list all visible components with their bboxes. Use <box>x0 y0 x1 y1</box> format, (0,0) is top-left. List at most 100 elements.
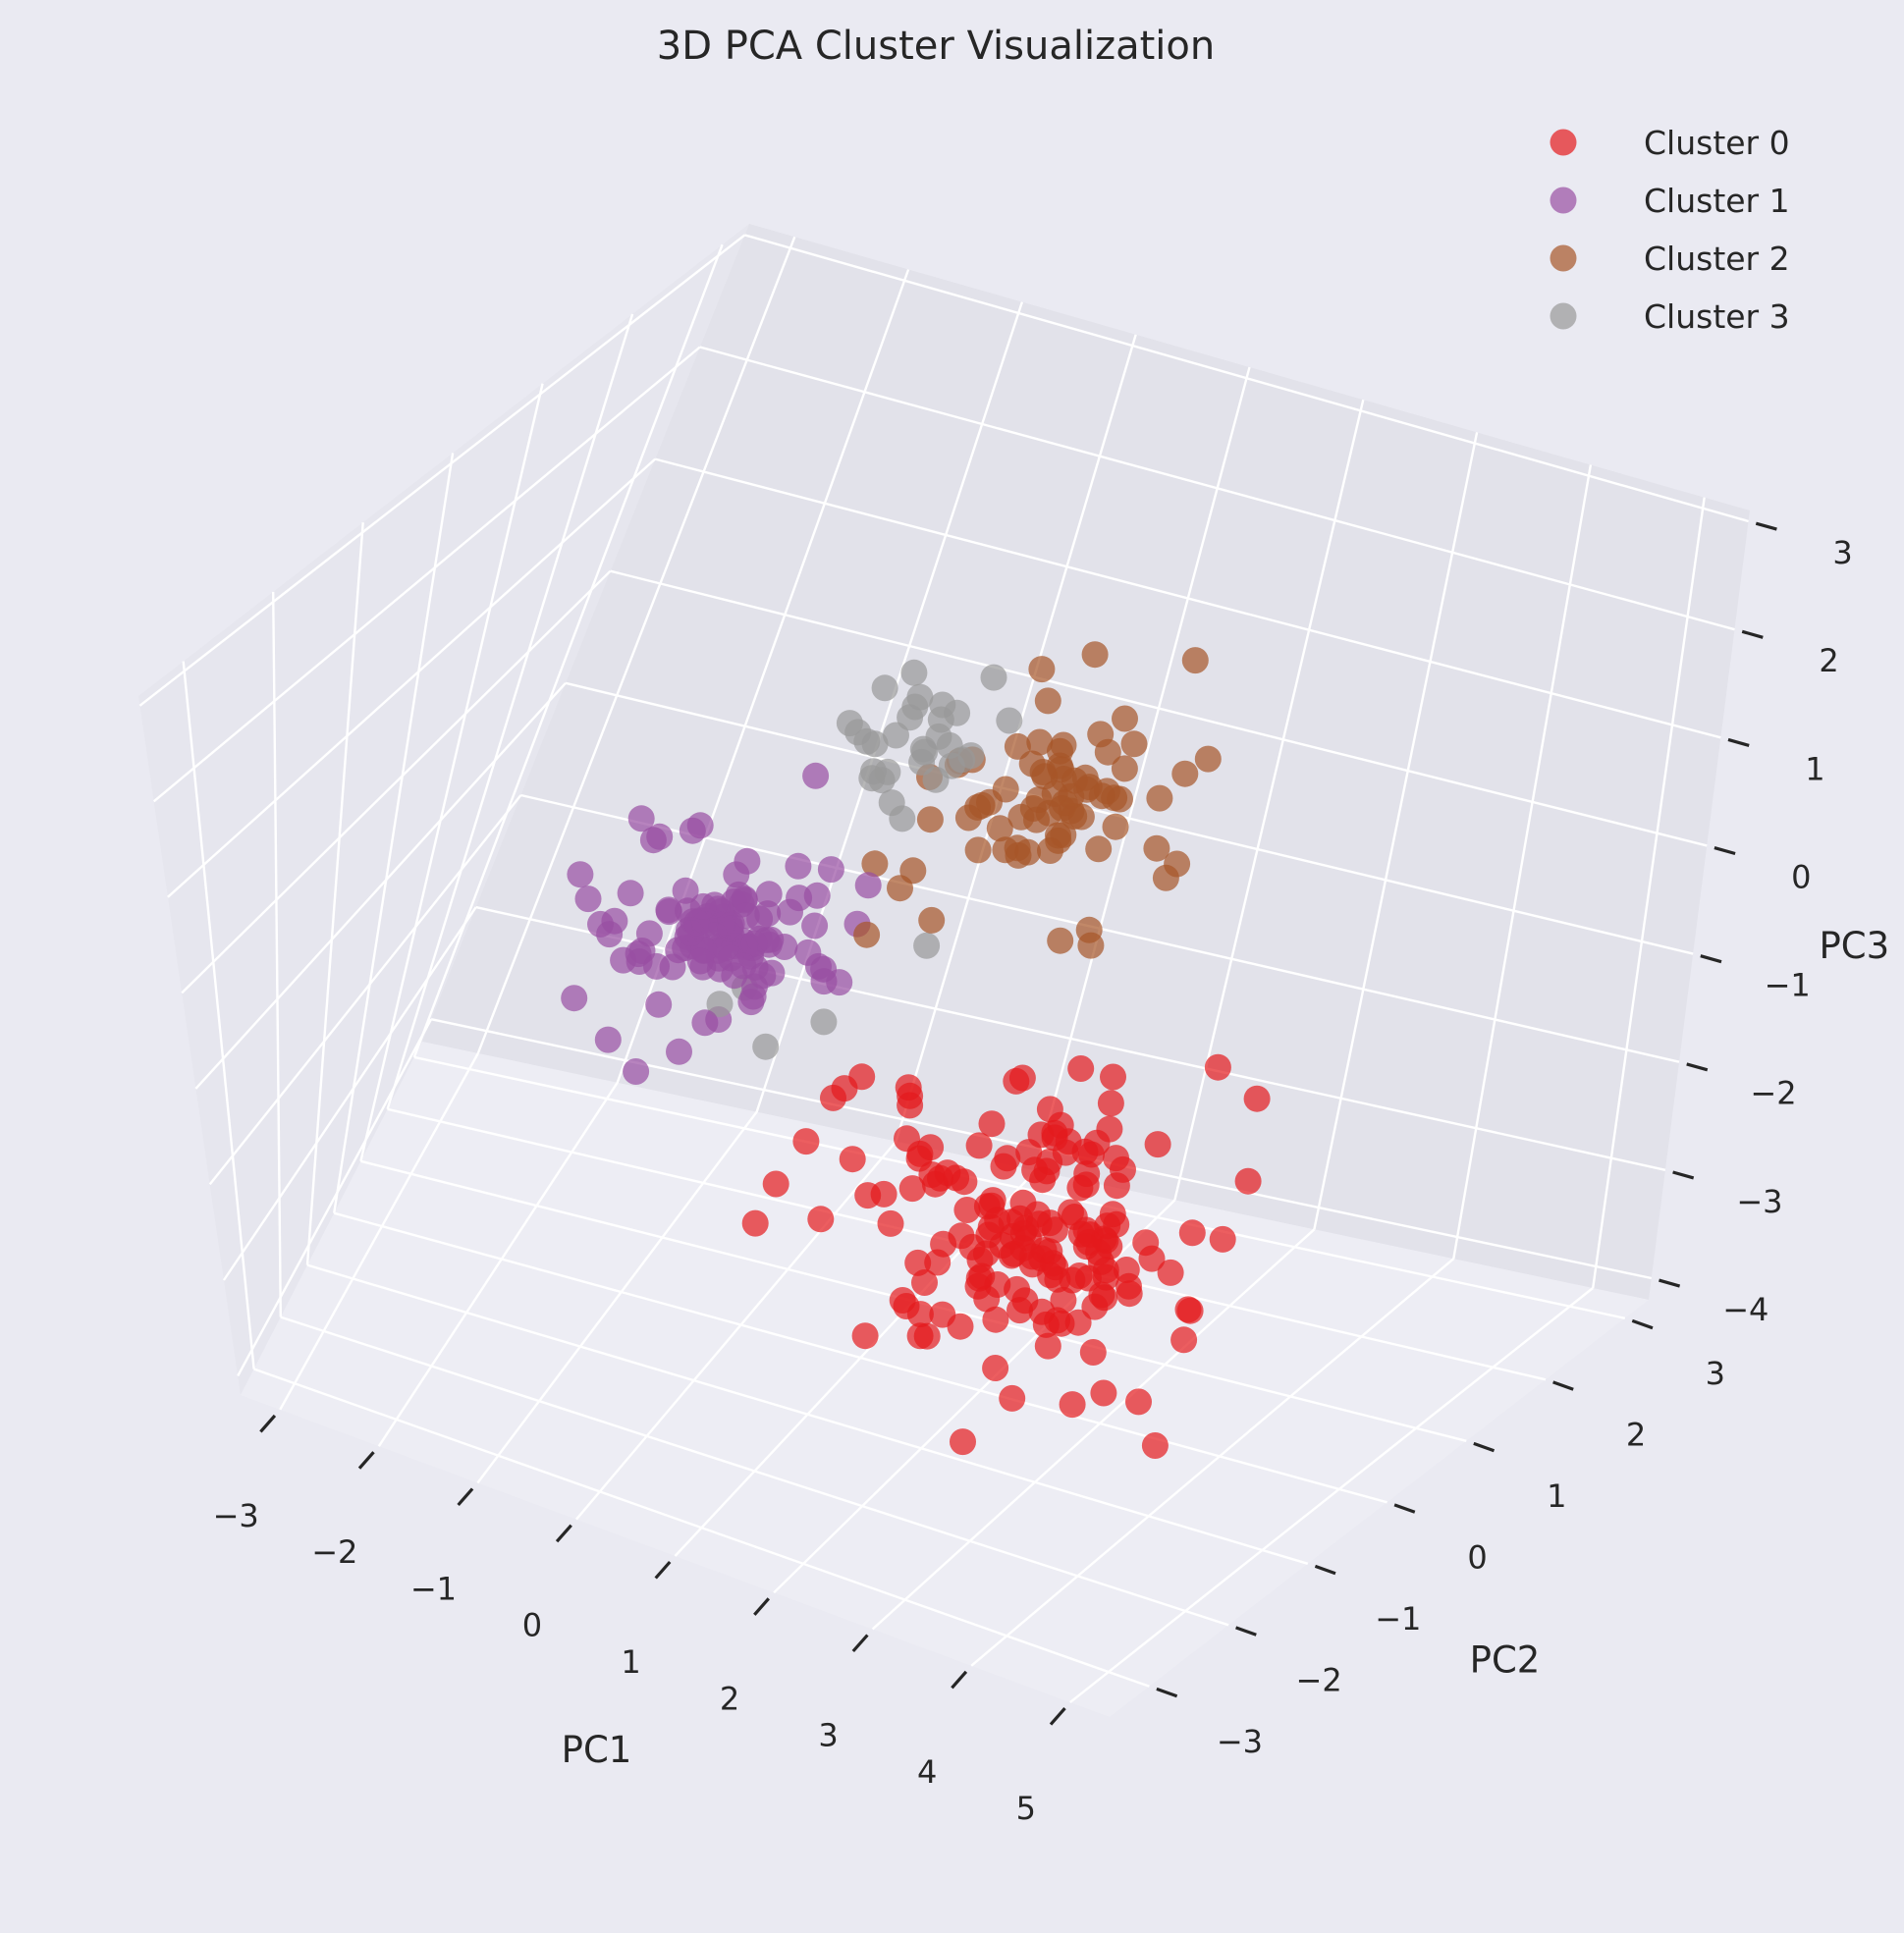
data-point-cluster-0 <box>898 1175 926 1203</box>
z-axis-tick-5-tick <box>1727 737 1750 747</box>
gridline-x-floor <box>279 1052 479 1411</box>
gridline-x-floor <box>871 1228 1316 1631</box>
data-point-cluster-0 <box>982 1306 1009 1333</box>
data-point-cluster-0 <box>1178 1219 1206 1247</box>
z-axis-tick-0-tick <box>1659 1278 1681 1288</box>
data-point-cluster-1 <box>686 947 714 975</box>
data-point-cluster-0 <box>1067 1220 1095 1248</box>
legend-marker-cluster-0 <box>1550 129 1577 156</box>
data-point-cluster-0 <box>973 1285 1001 1313</box>
data-point-cluster-3 <box>980 664 1007 691</box>
data-point-cluster-2 <box>1181 647 1209 674</box>
data-point-cluster-3 <box>860 758 887 785</box>
data-point-cluster-1 <box>561 985 588 1012</box>
data-point-cluster-0 <box>1047 1111 1074 1139</box>
data-point-cluster-1 <box>659 953 686 981</box>
y-axis-tick-6-label: 3 <box>1706 1355 1725 1392</box>
data-point-cluster-0 <box>1088 1281 1115 1309</box>
data-point-cluster-0 <box>792 1128 820 1155</box>
data-point-cluster-0 <box>839 1146 866 1173</box>
data-point-cluster-2 <box>1031 763 1059 790</box>
data-point-cluster-1 <box>655 898 682 926</box>
data-point-cluster-2 <box>1023 806 1050 833</box>
data-point-cluster-3 <box>927 706 954 733</box>
x-axis-tick-4-tick <box>654 1560 672 1580</box>
data-point-cluster-0 <box>978 1110 1006 1138</box>
x-axis-tick-7-tick <box>951 1670 968 1690</box>
data-point-cluster-2 <box>1005 841 1032 869</box>
data-point-cluster-2 <box>916 806 944 833</box>
data-point-cluster-0 <box>917 1134 945 1161</box>
pane-back <box>422 224 1750 1300</box>
data-point-cluster-0 <box>1204 1053 1231 1081</box>
data-point-cluster-1 <box>755 881 783 908</box>
gridline-x-floor <box>574 1140 898 1521</box>
gridline-y-floor <box>280 1316 1229 1627</box>
data-point-cluster-1 <box>646 823 674 850</box>
data-point-cluster-2 <box>1087 721 1115 748</box>
data-point-cluster-0 <box>913 1322 941 1350</box>
data-point-cluster-2 <box>861 850 889 878</box>
data-point-cluster-0 <box>741 1209 769 1237</box>
gridline-z-back <box>565 681 1694 955</box>
z-axis-tick-3-label: −1 <box>1765 967 1811 1004</box>
y-axis-tick-0-label: −3 <box>1217 1723 1263 1760</box>
data-point-cluster-2 <box>1111 755 1138 782</box>
data-point-cluster-0 <box>1132 1229 1160 1257</box>
z-axis-tick-4-tick <box>1714 846 1736 856</box>
data-point-cluster-1 <box>734 847 761 875</box>
data-point-cluster-2 <box>1164 850 1191 878</box>
data-point-cluster-0 <box>950 1428 976 1456</box>
data-point-cluster-2 <box>1028 656 1056 683</box>
data-point-cluster-2 <box>1026 728 1054 756</box>
data-point-cluster-0 <box>851 1322 879 1350</box>
gridline-z-back <box>744 234 1749 523</box>
data-point-cluster-1 <box>810 955 838 983</box>
data-point-cluster-1 <box>737 989 765 1016</box>
legend-label-cluster-0: Cluster 0 <box>1644 124 1790 162</box>
legend-label-cluster-1: Cluster 1 <box>1644 182 1790 220</box>
data-point-cluster-1 <box>803 882 831 909</box>
gridline-x-back <box>1313 432 1479 1230</box>
legend-label-cluster-3: Cluster 3 <box>1644 297 1790 336</box>
data-point-cluster-0 <box>968 1262 996 1290</box>
data-point-cluster-2 <box>1073 776 1101 803</box>
data-point-cluster-3 <box>752 1033 780 1060</box>
data-point-cluster-0 <box>951 1168 978 1196</box>
axes: −3 −2 −1 0 1 2 3 4 5 −3 −2 −1 0 1 2 3 −4 −3 −2 −1 0 1 2 3 <box>213 521 1853 1827</box>
data-point-cluster-0 <box>1004 1275 1031 1303</box>
data-point-cluster-0 <box>1079 1339 1107 1366</box>
data-point-cluster-2 <box>1112 705 1138 732</box>
gridline-x-floor <box>476 1110 758 1484</box>
data-point-cluster-2 <box>964 836 992 864</box>
data-point-cluster-0 <box>1097 1090 1124 1117</box>
data-point-cluster-0 <box>1176 1297 1204 1324</box>
data-point-cluster-1 <box>794 939 822 966</box>
z-axis-tick-1-label: −3 <box>1736 1183 1782 1220</box>
data-point-cluster-1 <box>730 952 757 980</box>
data-point-cluster-1 <box>610 946 637 974</box>
data-point-cluster-3 <box>913 932 941 959</box>
gridline-z-left <box>208 794 522 1186</box>
z-axis-tick-0-label: −4 <box>1722 1291 1768 1328</box>
gridline-x-back <box>1592 497 1706 1289</box>
data-point-cluster-0 <box>1110 1155 1136 1183</box>
data-point-cluster-3 <box>936 731 963 759</box>
gridline-z-left <box>167 457 657 898</box>
data-point-cluster-0 <box>1034 1332 1061 1360</box>
data-point-cluster-2 <box>887 875 913 902</box>
data-point-cluster-0 <box>807 1206 835 1233</box>
data-point-cluster-0 <box>762 1170 789 1198</box>
data-point-cluster-0 <box>1100 1063 1126 1091</box>
data-point-cluster-0 <box>1234 1167 1262 1195</box>
data-point-cluster-1 <box>817 856 844 884</box>
data-point-cluster-2 <box>1051 789 1078 817</box>
data-point-cluster-0 <box>1115 1272 1142 1300</box>
z-axis-tick-6-tick <box>1741 629 1764 639</box>
x-axis-tick-5-label: 2 <box>720 1680 739 1717</box>
data-point-cluster-2 <box>1171 760 1199 787</box>
data-point-cluster-0 <box>1059 1391 1086 1419</box>
data-point-cluster-0 <box>948 1222 975 1250</box>
data-point-cluster-0 <box>1025 1210 1053 1238</box>
